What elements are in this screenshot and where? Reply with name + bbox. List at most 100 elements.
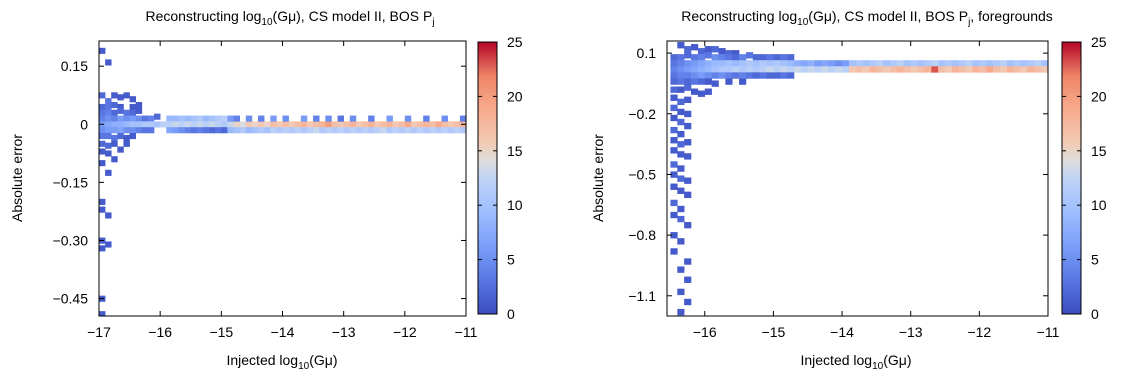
heatmap-cell [787,60,795,67]
heatmap-cell [917,66,925,73]
heatmap-cell [691,78,699,85]
heatmap-cell [99,115,106,122]
heatmap-cell [986,60,994,67]
heatmap-cell [362,127,369,134]
heatmap-cell [111,109,118,116]
heatmap-cell [938,66,946,73]
heatmap-cell [718,54,726,61]
x-tick-label: −11 [1037,324,1060,340]
heatmap-cell [855,60,863,67]
heatmap-cell [1027,60,1035,67]
heatmap-cell [800,60,809,67]
heatmap-cell [1027,66,1035,73]
heatmap-cell [349,127,357,134]
heatmap-cell [903,66,911,73]
heatmap-cell [931,66,939,73]
heatmap-cell [117,94,124,101]
heatmap-cell [196,127,204,134]
heatmap-cell [245,115,253,122]
heatmap-cell [945,60,953,67]
heatmap-cell [429,127,436,134]
y-tick-label: −1.1 [628,288,656,304]
heatmap-cell [725,60,733,67]
heatmap-cell [670,171,678,178]
heatmap-cell [910,66,918,73]
heatmap-cell [135,121,143,128]
chart-1-x-axis: −17 −16 −15 −14 −13 −12 −11 [87,41,478,340]
heatmap-cell [111,115,118,122]
heatmap-cell [745,66,754,73]
heatmap-cell [270,115,277,122]
heatmap-cell [780,60,788,67]
heatmap-cell [123,140,130,147]
heatmap-cell [337,127,344,134]
heatmap-cell [924,66,932,73]
heatmap-cell [105,212,112,219]
heatmap-cell [890,60,898,67]
heatmap-cell [380,127,387,134]
heatmap-cell [398,127,406,134]
heatmap-cell [135,127,143,134]
heatmap-cell [732,60,740,67]
heatmap-cell [745,52,754,59]
heatmap-cell [794,66,802,73]
heatmap-cell [691,72,699,79]
heatmap-cell [814,66,822,73]
heatmap-cell [117,146,124,153]
heatmap-cell [965,66,973,73]
heatmap-cell [105,59,112,66]
heatmap-cell [398,121,406,128]
heatmap-cell [1041,66,1049,73]
heatmap-cell [105,142,112,149]
heatmap-cell [917,60,925,67]
x-tick-label: −14 [830,324,854,340]
heatmap-cell [190,121,198,128]
heatmap-cell [99,132,106,140]
heatmap-cell [670,147,678,154]
heatmap-cell [972,60,980,67]
heatmap-cell [178,127,185,134]
heatmap-cell [697,54,706,61]
heatmap-cell [670,78,678,85]
heatmap-cell [429,121,436,128]
heatmap-cell [123,121,130,128]
heatmap-cell [1013,66,1021,73]
heatmap-cell [447,121,455,128]
heatmap-cell [677,151,685,158]
heatmap-cell [677,308,685,316]
heatmap-cell [752,54,760,61]
heatmap-cell [684,72,692,79]
heatmap-cell [670,232,678,239]
heatmap-cell [111,102,118,109]
heatmap-cell [972,66,980,73]
heatmap-cell [374,127,381,134]
heatmap-cell [842,66,850,73]
heatmap-cell [227,115,234,122]
chart-2-title: Reconstructing log10(Gμ), CS model II, B… [681,8,1053,28]
heatmap-cell [862,60,870,67]
heatmap-cell [718,60,726,67]
chart-1-y-axis-label: Absolute error [9,134,25,222]
heatmap-cell [684,258,692,265]
x-tick-label: −13 [332,324,356,340]
heatmap-cell [677,215,685,223]
heatmap-cell [704,52,712,59]
heatmap-cell [670,54,678,61]
heatmap-cell [129,109,136,116]
heatmap-cell [1006,60,1014,67]
heatmap-cell [99,148,106,155]
heatmap-cell [105,109,112,116]
heatmap-cell [368,121,375,128]
heatmap-cell [697,48,706,55]
heatmap-cell [684,78,692,85]
x-tick-label: −13 [899,324,923,340]
heatmap-cell [343,127,351,134]
chart-1-heatmap-cells [99,47,467,317]
heatmap-cell [670,126,678,134]
heatmap-cell [202,115,210,122]
heatmap-cell [945,66,953,73]
heatmap-cell [117,103,124,111]
heatmap-cell [453,127,461,134]
heatmap-cell [725,78,733,85]
heatmap-cell [1020,66,1028,73]
